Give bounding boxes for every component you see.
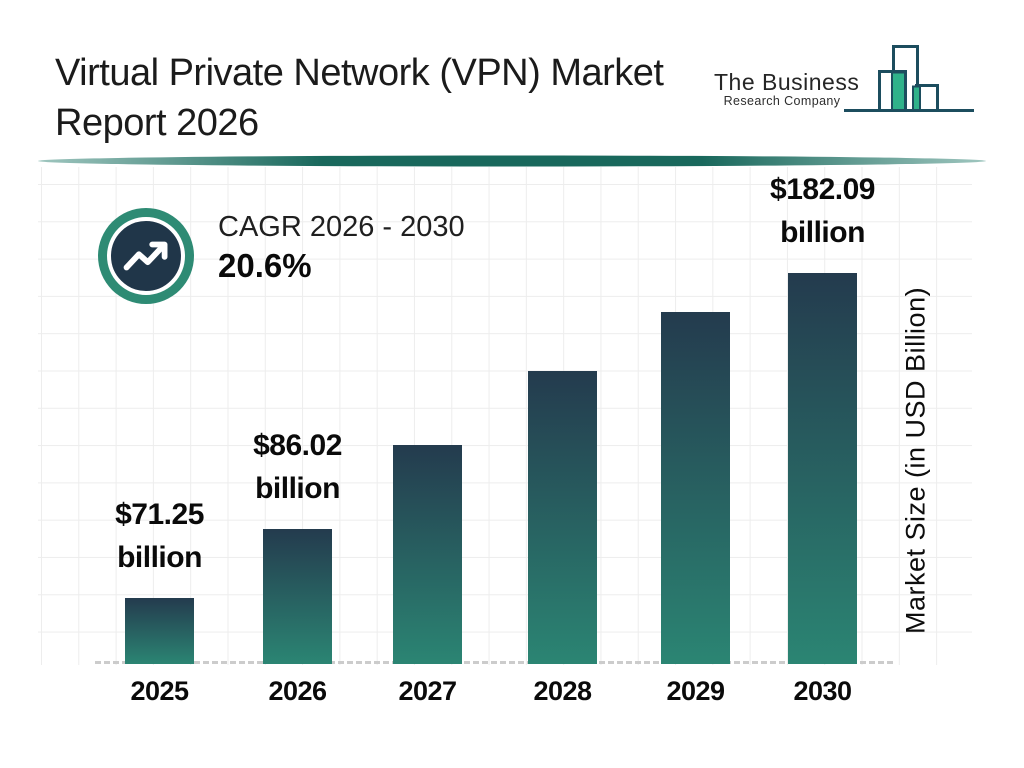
cagr-label: CAGR 2026 - 2030 <box>218 211 465 243</box>
page-title-line2: Report 2026 <box>55 102 259 144</box>
x-axis-label-2027: 2027 <box>398 676 457 706</box>
cagr-value: 20.6% <box>218 247 312 284</box>
cagr-badge-group: CAGR 2026 - 2030 20.6% <box>98 206 465 295</box>
divider-line <box>38 155 986 167</box>
cagr-text: CAGR 2026 - 2030 20.6% <box>218 206 465 286</box>
logo-bars-icon <box>844 45 974 112</box>
bar-2030 <box>788 273 857 664</box>
x-axis-label-2029: 2029 <box>666 676 725 706</box>
company-logo-text: The Business Research Company <box>714 69 860 108</box>
value-label-2030: $182.09 billion <box>770 173 875 249</box>
x-axis-labels: 2025 2026 2027 2028 2029 2030 <box>0 676 1024 710</box>
bar-2025 <box>125 598 194 664</box>
page-title: Virtual Private Network (VPN) Market Repo… <box>55 48 664 148</box>
company-logo-subtitle: Research Company <box>723 94 841 108</box>
x-axis-line <box>95 661 893 664</box>
x-axis-label-2026: 2026 <box>268 676 327 706</box>
value-label-2026: $86.02 billion <box>253 429 342 505</box>
page-title-line1: Virtual Private Network (VPN) Market <box>55 52 664 94</box>
x-axis-label-2025: 2025 <box>130 676 189 706</box>
x-axis-label-2028: 2028 <box>533 676 592 706</box>
company-logo-name: The Business <box>714 69 860 95</box>
bar-2029 <box>661 312 730 664</box>
bar-2026 <box>263 529 332 664</box>
y-axis-title: Market Size (in USD Billion) <box>900 286 931 634</box>
company-logo: The Business Research Company <box>714 40 974 120</box>
value-label-2025: $71.25 billion <box>115 498 204 574</box>
bar-2027 <box>393 445 462 664</box>
trend-up-icon <box>107 217 185 295</box>
bar-2028 <box>528 371 597 664</box>
bar-chart: $71.25 billion $86.02 billion $182.09 billion <box>115 173 875 664</box>
x-axis-label-2030: 2030 <box>793 676 852 706</box>
